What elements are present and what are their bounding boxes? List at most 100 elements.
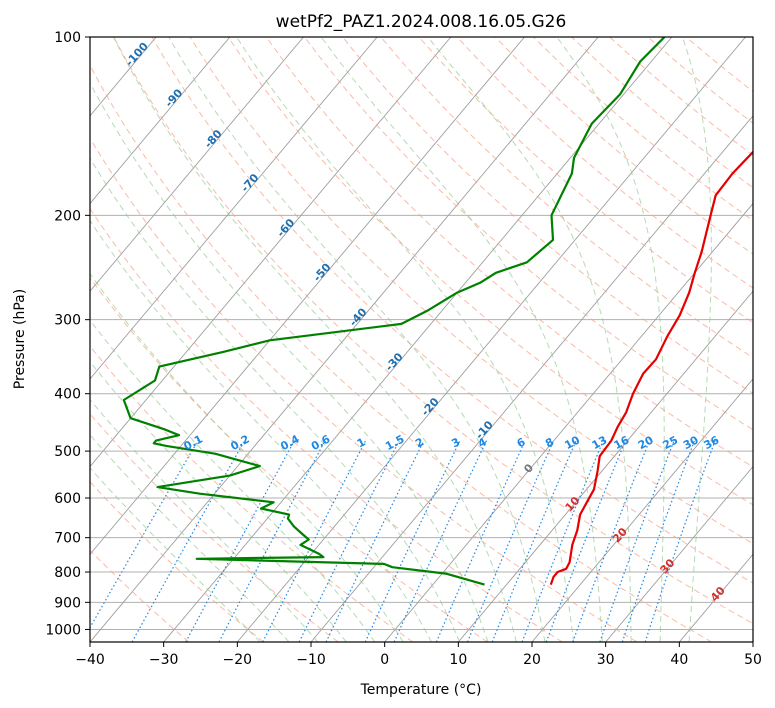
isotherm-line <box>310 115 753 642</box>
mixing-ratio-line <box>90 440 199 629</box>
isotherm-line <box>384 202 753 642</box>
mixing-ratio-label: 8 <box>543 435 556 450</box>
mixing-ratio-label: 3 <box>449 435 462 450</box>
mixing-ratio-label: 10 <box>562 433 582 452</box>
mixing-ratio-label: 0.4 <box>278 432 302 453</box>
mixing-ratio-label: 1.5 <box>383 432 406 453</box>
mixing-ratio-label: 30 <box>681 433 701 452</box>
isotherm-label: -80 <box>202 127 225 151</box>
dry-adiabat-line <box>151 37 753 584</box>
mixing-ratio-label: 16 <box>612 433 632 452</box>
y-tick-label: 100 <box>54 30 81 46</box>
mixing-ratio-label: 0.2 <box>228 432 251 453</box>
dry-adiabat-line <box>90 413 339 642</box>
moist-adiabat-line <box>90 319 376 642</box>
mixing-ratio-label: 2 <box>413 435 426 450</box>
isotherm-line <box>90 37 378 380</box>
mixing-ratio-label: 20 <box>636 433 656 452</box>
plot-frame <box>89 36 754 643</box>
mixing-ratio-line <box>599 440 675 642</box>
moist-adiabat-line <box>90 467 261 642</box>
mixing-ratio-label: 36 <box>702 433 722 452</box>
dry-adiabat-line <box>90 345 414 642</box>
y-tick-label: 1000 <box>45 622 81 638</box>
moist-adiabat-line <box>320 37 603 642</box>
y-tick-label: 800 <box>54 565 81 581</box>
dry-adiabat-line <box>113 37 753 625</box>
y-tick-label: 900 <box>54 595 81 611</box>
isotherm-line <box>678 553 753 642</box>
isotherm-line <box>236 37 746 642</box>
mixing-ratio-line <box>621 440 696 642</box>
isotherm-line <box>531 378 753 642</box>
isotherm-label: -40 <box>347 305 370 329</box>
y-axis: 100 200 300 400 500 600 700 800 900 1000 <box>45 30 90 638</box>
isotherm-label: -70 <box>238 171 261 195</box>
isotherm-line <box>163 37 673 642</box>
isotherm-line <box>90 37 304 292</box>
isotherm-label: -20 <box>419 395 442 419</box>
isotherm-label: -50 <box>311 260 334 284</box>
mixing-ratio-line <box>435 440 526 642</box>
isotherm-line <box>0 37 9 642</box>
moist-adiabat-line <box>112 37 517 642</box>
x-tick-label: 0 <box>380 652 389 668</box>
moist-adiabat-line <box>236 37 575 642</box>
moist-adiabat-line <box>168 37 546 642</box>
isotherm-line <box>90 37 452 468</box>
mixing-ratio-label: 1 <box>355 435 368 450</box>
x-tick-label: −40 <box>75 652 105 668</box>
y-tick-label: 700 <box>54 531 81 547</box>
dry-adiabat-line <box>90 481 264 642</box>
moist-adiabat-line <box>90 81 489 642</box>
isotherm-line <box>605 465 753 642</box>
dry-adiabat-line <box>571 37 753 189</box>
x-tick-label: −30 <box>149 652 179 668</box>
y-tick-label: 400 <box>54 387 81 403</box>
isotherm-line <box>752 641 753 642</box>
dry-adiabat-line <box>609 37 753 156</box>
y-tick-label: 600 <box>54 491 81 507</box>
mixing-ratio-line <box>393 440 488 642</box>
dry-adiabat-line <box>90 64 712 642</box>
y-tick-label: 300 <box>54 313 81 329</box>
y-tick-label: 200 <box>54 208 81 224</box>
moist-adiabat-line <box>90 360 347 642</box>
mixing-ratio-line <box>466 440 555 642</box>
chart-title: wetPf2_PAZ1.2024.008.16.05.G26 <box>276 12 567 32</box>
moist-adiabat-line <box>90 434 290 642</box>
mixing-ratio-label: 0.1 <box>182 432 205 453</box>
dry-adiabat-line <box>227 37 753 506</box>
x-tick-label: 20 <box>523 652 541 668</box>
mixing-ratio-line <box>185 440 296 642</box>
mixing-ratio-line <box>298 440 400 642</box>
x-axis-label: Temperature (°C) <box>360 682 482 698</box>
isotherm-line <box>90 37 231 205</box>
mixing-ratio-label: 6 <box>515 435 528 450</box>
dry-adiabat-line <box>265 37 753 468</box>
mixing-ratio-label: 13 <box>590 433 610 452</box>
profile-lines <box>122 37 753 586</box>
isotherm-label: 0 <box>521 461 536 476</box>
dry-adiabat-line <box>90 276 488 642</box>
isotherm-label: -90 <box>162 86 185 110</box>
moist-adiabat-line <box>90 398 319 642</box>
isotherm-line <box>457 290 753 642</box>
dry-adiabat-line <box>456 37 753 289</box>
dew-point-series-line <box>122 37 666 586</box>
isotherm-line <box>90 37 599 642</box>
dry-adiabat-line <box>189 37 753 545</box>
x-tick-label: 50 <box>744 652 762 668</box>
moist-adiabat-line <box>90 157 461 642</box>
dry-adiabat-line <box>90 549 190 642</box>
y-axis-label: Pressure (hPa) <box>12 289 28 389</box>
y-tick-label: 500 <box>54 444 81 460</box>
x-tick-label: 40 <box>670 652 688 668</box>
temperature-series-line <box>549 150 753 585</box>
inline-labels: 0.1 0.2 0.4 0.6 1 1.5 2 3 4 6 8 10 13 16 20 25 30 36-100-… <box>123 40 728 605</box>
mixing-ratio-line <box>131 440 246 642</box>
dry-adiabat-line <box>380 37 753 359</box>
dry-adiabat-line <box>647 37 753 124</box>
x-axis: −40 −30 −20 −10 0 10 20 30 40 50 <box>75 642 762 668</box>
